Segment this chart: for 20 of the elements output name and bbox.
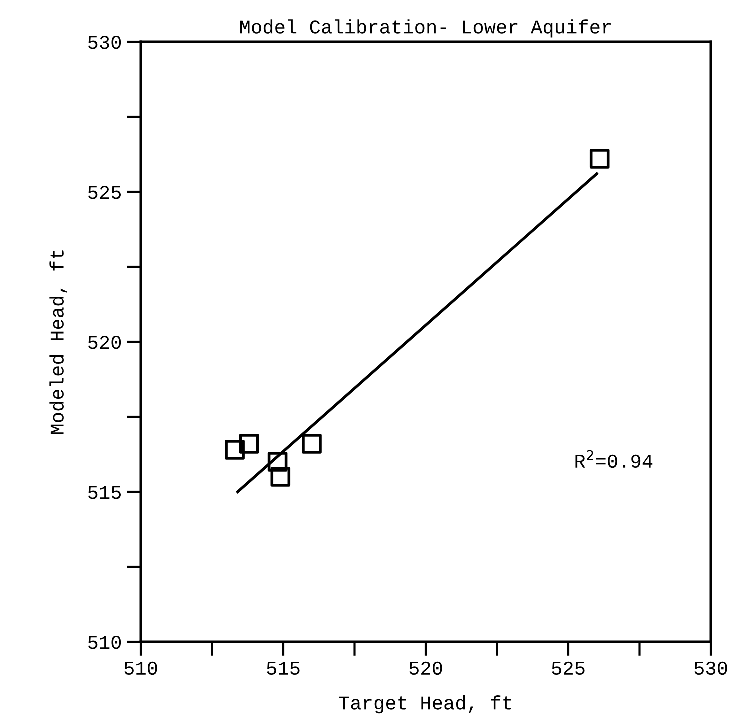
annotation: R$^{2}$=0.94 [576,450,653,468]
y-tick-label: 510 [88,636,122,650]
x-tick-label: 515 [267,662,300,676]
point [590,149,610,169]
y-tick-label: 515 [88,486,122,500]
x-tick-label: 510 [124,662,158,676]
point [302,434,322,454]
point [225,440,245,460]
point [268,452,288,472]
x-axis-title: Target Head, ft [339,696,512,714]
point [270,467,291,487]
y-tick-label: 530 [88,36,122,50]
y-axis-title: Modeled Head, ft [50,250,68,434]
x-tick-label: 520 [410,662,442,676]
y-tick-label: 520 [88,336,122,350]
x-tick-label: 525 [552,662,585,676]
x-tick-label: 530 [694,662,728,676]
chart-title: Model Calibration- Lower Aquifer [240,20,611,38]
point [239,434,260,454]
y-tick-label: 525 [88,186,122,200]
